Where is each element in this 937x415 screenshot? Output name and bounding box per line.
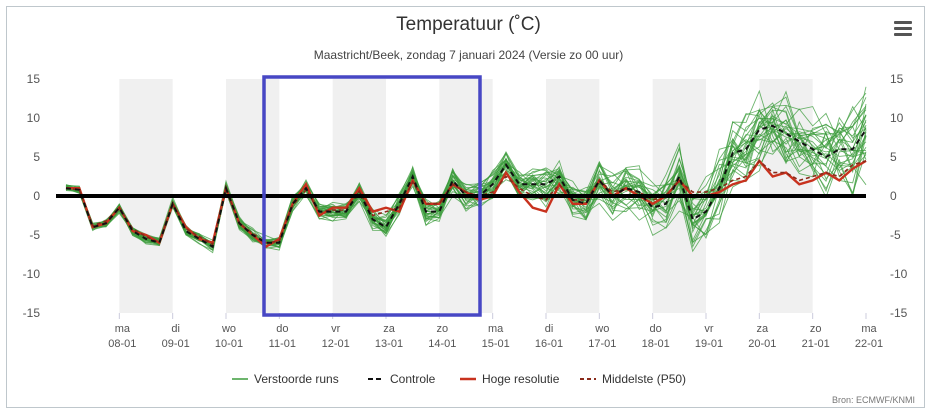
x-tick-date: 09-01 — [162, 338, 190, 350]
x-tick-date: 10-01 — [215, 338, 243, 350]
ensemble-member-line — [65, 116, 867, 251]
y-tick-label-left: 15 — [27, 72, 41, 86]
menu-bar — [894, 21, 912, 24]
y-tick-label-right: 0 — [890, 189, 897, 203]
y-tick-label-left: 10 — [27, 111, 41, 125]
x-tick-date: 15-01 — [482, 338, 510, 350]
y-tick-label-right: -5 — [890, 228, 901, 242]
y-tick-label-right: -10 — [890, 267, 908, 281]
x-tick-date: 19-01 — [695, 338, 723, 350]
x-tick-day: zo — [810, 323, 822, 335]
x-tick-day: wo — [221, 323, 236, 335]
x-tick-date: 21-01 — [802, 338, 830, 350]
y-tick-label-left: -15 — [23, 306, 41, 320]
y-tick-label-right: -15 — [890, 306, 908, 320]
x-tick-day: za — [757, 323, 770, 335]
chart-subtitle: Maastricht/Beek, zondag 7 januari 2024 (… — [313, 48, 624, 62]
series-middelste-p50 — [65, 159, 867, 246]
y-tick-label-left: 5 — [33, 150, 40, 164]
y-tick-label-left: -10 — [23, 267, 41, 281]
x-tick-date: 16-01 — [535, 338, 563, 350]
x-tick-day: vr — [331, 323, 341, 335]
x-tick-day: di — [171, 323, 180, 335]
x-tick-day: ma — [488, 323, 504, 335]
x-tick-day: di — [545, 323, 554, 335]
source-credit: Bron: ECMWF/KNMI — [831, 395, 915, 405]
y-tick-label-right: 5 — [890, 150, 897, 164]
legend-item-label: Hoge resolutie — [482, 372, 560, 386]
x-tick-date: 22-01 — [855, 338, 883, 350]
x-tick-day: vr — [704, 323, 714, 335]
x-tick-day: zo — [437, 323, 449, 335]
hamburger-menu-icon[interactable] — [894, 21, 912, 37]
x-tick-day: do — [650, 323, 662, 335]
x-tick-day: wo — [594, 323, 609, 335]
ensemble-member-line — [65, 105, 867, 254]
y-tick-label-left: -5 — [29, 228, 40, 242]
x-tick-date: 11-01 — [269, 338, 296, 350]
x-tick-day: za — [383, 323, 396, 335]
x-tick-date: 14-01 — [428, 338, 456, 350]
chart-title: Temperatuur (˚C) — [396, 14, 541, 35]
menu-bar — [894, 33, 912, 36]
legend-item-label: Middelste (P50) — [602, 372, 686, 386]
x-tick-date: 08-01 — [108, 338, 136, 350]
x-tick-day: ma — [861, 323, 877, 335]
menu-bar — [894, 27, 912, 30]
x-tick-date: 12-01 — [322, 338, 350, 350]
x-tick-date: 18-01 — [642, 338, 670, 350]
x-tick-day: do — [276, 323, 288, 335]
y-tick-label-right: 10 — [890, 111, 904, 125]
series-controle — [65, 124, 867, 249]
x-tick-day: ma — [115, 323, 131, 335]
legend-item-label: Verstoorde runs — [254, 372, 339, 386]
y-tick-label-right: 15 — [890, 72, 904, 86]
legend-item-label: Controle — [390, 372, 436, 386]
x-tick-date: 13-01 — [375, 338, 403, 350]
highlight-box — [262, 75, 482, 317]
x-tick-date: 20-01 — [748, 338, 776, 350]
y-tick-label-left: 0 — [33, 189, 40, 203]
x-tick-date: 17-01 — [588, 338, 616, 350]
